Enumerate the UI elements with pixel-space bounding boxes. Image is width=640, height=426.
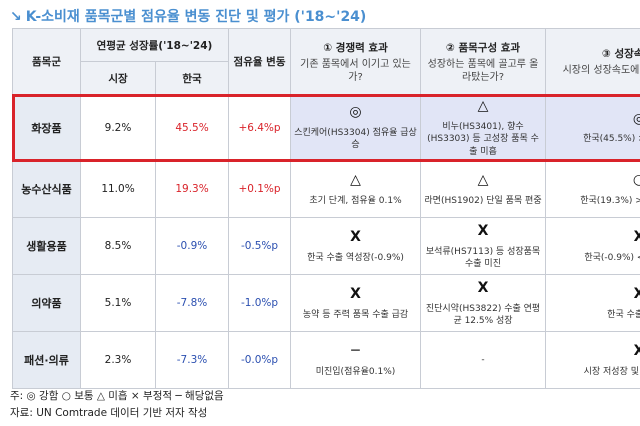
table-row: 생활용품 8.5% -0.9% -0.5%p X 한국 수출 역성장(-0.9%) X 보석류…: [12, 217, 640, 276]
share-change: -0.5%p: [228, 217, 292, 276]
group-name: 패션·의류: [12, 331, 81, 390]
effect-text: 한국(19.3%) > 시장(11.0%): [580, 195, 640, 206]
effect-cell: △ 비누(HS3401), 향수(HS3303) 등 고성장 품목 수출 미흡: [420, 93, 547, 162]
effect-text: 한국(45.5%) > 시장(9.2%): [583, 134, 640, 145]
share-change: -0.0%p: [228, 331, 292, 390]
effect-text: 한국 수출 역성장(-0.9%): [307, 252, 404, 263]
share-change: +6.4%p: [228, 93, 292, 162]
effect-cell: △ 라면(HS1902) 단일 품목 편중: [420, 160, 547, 219]
footnote: 주: ◎ 강함 ○ 보통 △ 미흡 × 부정적 ─ 해당없음: [10, 390, 224, 402]
effect-mark: X: [350, 229, 361, 246]
effect-cell: △ 초기 단계, 점유율 0.1%: [290, 160, 422, 219]
effect-title: ③ 성장속도 효과: [601, 48, 640, 60]
table-row: 농수산식품 11.0% 19.3% +0.1%p △ 초기 단계, 점유율 0.1% △ 라면…: [12, 160, 640, 219]
effect-cell: ◎ 스킨케어(HS3304) 점유율 급상승: [290, 93, 422, 162]
effect-text: 농약 등 주력 품목 수출 급감: [302, 309, 409, 320]
korea-growth: -0.9%: [154, 217, 230, 276]
effect-cell: ◎ 한국(45.5%) > 시장(9.2%): [545, 93, 640, 162]
effect-mark: ◎: [632, 110, 640, 127]
effect-text: -: [481, 355, 485, 366]
effect-cell: X 한국(-0.9%) < 시장(8.5%): [545, 217, 640, 276]
market-growth: 9.2%: [80, 93, 156, 162]
effect-cell: X 농약 등 주력 품목 수출 급감: [290, 274, 422, 333]
effect-mark: △: [477, 172, 489, 189]
title-text: K-소비재 품목군별 점유율 변동 진단 및 평가 ('18~'24): [25, 9, 367, 25]
effect-title: ② 품목구성 효과: [445, 41, 521, 54]
effect-cell: X 보석류(HS7113) 등 성장품목 수출 미진: [420, 217, 547, 276]
header-row: 품목군 연평균 성장률('18~'24) 점유율 변동 ① 경쟁력 효과 기존 품목에서…: [12, 28, 640, 95]
effect-cell: X 진단시약(HS3822) 수출 연평균 12.5% 성장: [420, 274, 547, 333]
effect-text: 시장 저성장 및 수입대체 진행: [583, 366, 640, 377]
header-cell: 점유율 변동: [228, 28, 292, 95]
effect-cell: ─ 미진입(점유율0.1%): [290, 331, 422, 390]
group-name: 의약품: [12, 274, 81, 333]
effect-cell: X 한국 수출 역성장(-0.9%): [290, 217, 422, 276]
effect-mark: X: [633, 343, 640, 360]
effect-cell: X 시장 저성장 및 수입대체 진행: [545, 331, 640, 390]
korea-growth: -7.8%: [154, 274, 230, 333]
market-growth: 11.0%: [80, 160, 156, 219]
market-growth: 8.5%: [80, 217, 156, 276]
korea-growth: -7.3%: [154, 331, 230, 390]
source: 자료: UN Comtrade 데이터 기반 저자 작성: [10, 407, 208, 419]
title: ↘ K-소비재 품목군별 점유율 변동 진단 및 평가 ('18~'24): [10, 6, 370, 26]
effect-text: 초기 단계, 점유율 0.1%: [309, 195, 402, 206]
market-growth: 2.3%: [80, 331, 156, 390]
effect-text: 라면(HS1902) 단일 품목 편중: [424, 195, 542, 206]
effect-text: 한국(-0.9%) < 시장(8.5%): [584, 252, 640, 263]
table-row: 의약품 5.1% -7.8% -1.0%p X 농약 등 주력 품목 수출 급감 X 진단시약…: [12, 274, 640, 333]
group-name: 농수산식품: [12, 160, 81, 219]
effect-cell: ○ 한국(19.3%) > 시장(11.0%): [545, 160, 640, 219]
effect-mark: X: [633, 286, 640, 303]
table-row: 패션·의류 2.3% -7.3% -0.0%p ─ 미진입(점유율0.1%) - X 시장 저성…: [12, 331, 640, 390]
header-row: 시장 한국: [13, 61, 640, 95]
header-cell: 품목군: [12, 28, 81, 95]
effect-question: 시장의 성장속도에 따라가고 있는가?: [562, 65, 640, 76]
effect-question: 성장하는 품목에 골고루 올라탔는가?: [427, 58, 539, 83]
table-row: 화장품 9.2% 45.5% +6.4%p ◎ 스킨케어(HS3304) 점유율 급상승 △…: [12, 93, 640, 162]
effect-title: ① 경쟁력 효과: [323, 41, 388, 54]
header-cell: ③ 성장속도 효과시장의 성장속도에 따라가고 있는가?: [545, 28, 640, 95]
effect-mark: X: [477, 279, 489, 296]
effect-text: 스킨케어(HS3304) 점유율 급상승: [294, 127, 417, 151]
table: 품목군 연평균 성장률('18~'24) 점유율 변동 ① 경쟁력 효과 기존 품목에서…: [12, 28, 640, 390]
korea-growth: 19.3%: [154, 160, 230, 219]
effect-mark: X: [633, 229, 640, 246]
header-cell: 한국: [154, 61, 230, 95]
effect-text: 미진입(점유율0.1%): [315, 366, 396, 377]
effect-mark: △: [477, 98, 489, 114]
effect-mark: X: [350, 286, 361, 303]
effect-mark: △: [350, 172, 361, 189]
korea-growth: 45.5%: [154, 93, 230, 162]
effect-text: 진단시약(HS3822) 수출 연평균 12.5% 성장: [425, 303, 541, 327]
effect-cell: -: [420, 331, 547, 390]
group-name: 생활용품: [12, 217, 81, 276]
share-change: -1.0%p: [228, 274, 292, 333]
effect-mark: ○: [632, 172, 640, 189]
effect-cell: X 한국 수출 역성장: [545, 274, 640, 333]
title-icon: ↘: [10, 9, 22, 25]
header-cell: 연평균 성장률('18~'24): [79, 28, 230, 62]
effect-mark: X: [477, 222, 489, 239]
effect-mark: ─: [351, 343, 360, 360]
share-change: +0.1%p: [228, 160, 292, 219]
effect-text: 비누(HS3401), 향수(HS3303) 등 고성장 품목 수출 미흡: [427, 121, 539, 157]
effect-mark: ◎: [349, 104, 362, 121]
effect-text: 한국 수출 역성장: [607, 309, 640, 320]
header-cell: 시장: [80, 61, 156, 95]
effect-question: 기존 품목에서 이기고 있는가?: [300, 58, 411, 83]
highlight-box: [11, 93, 640, 162]
market-growth: 5.1%: [80, 274, 156, 333]
effect-text: 보석류(HS7113) 등 성장품목 수출 미진: [425, 246, 541, 270]
